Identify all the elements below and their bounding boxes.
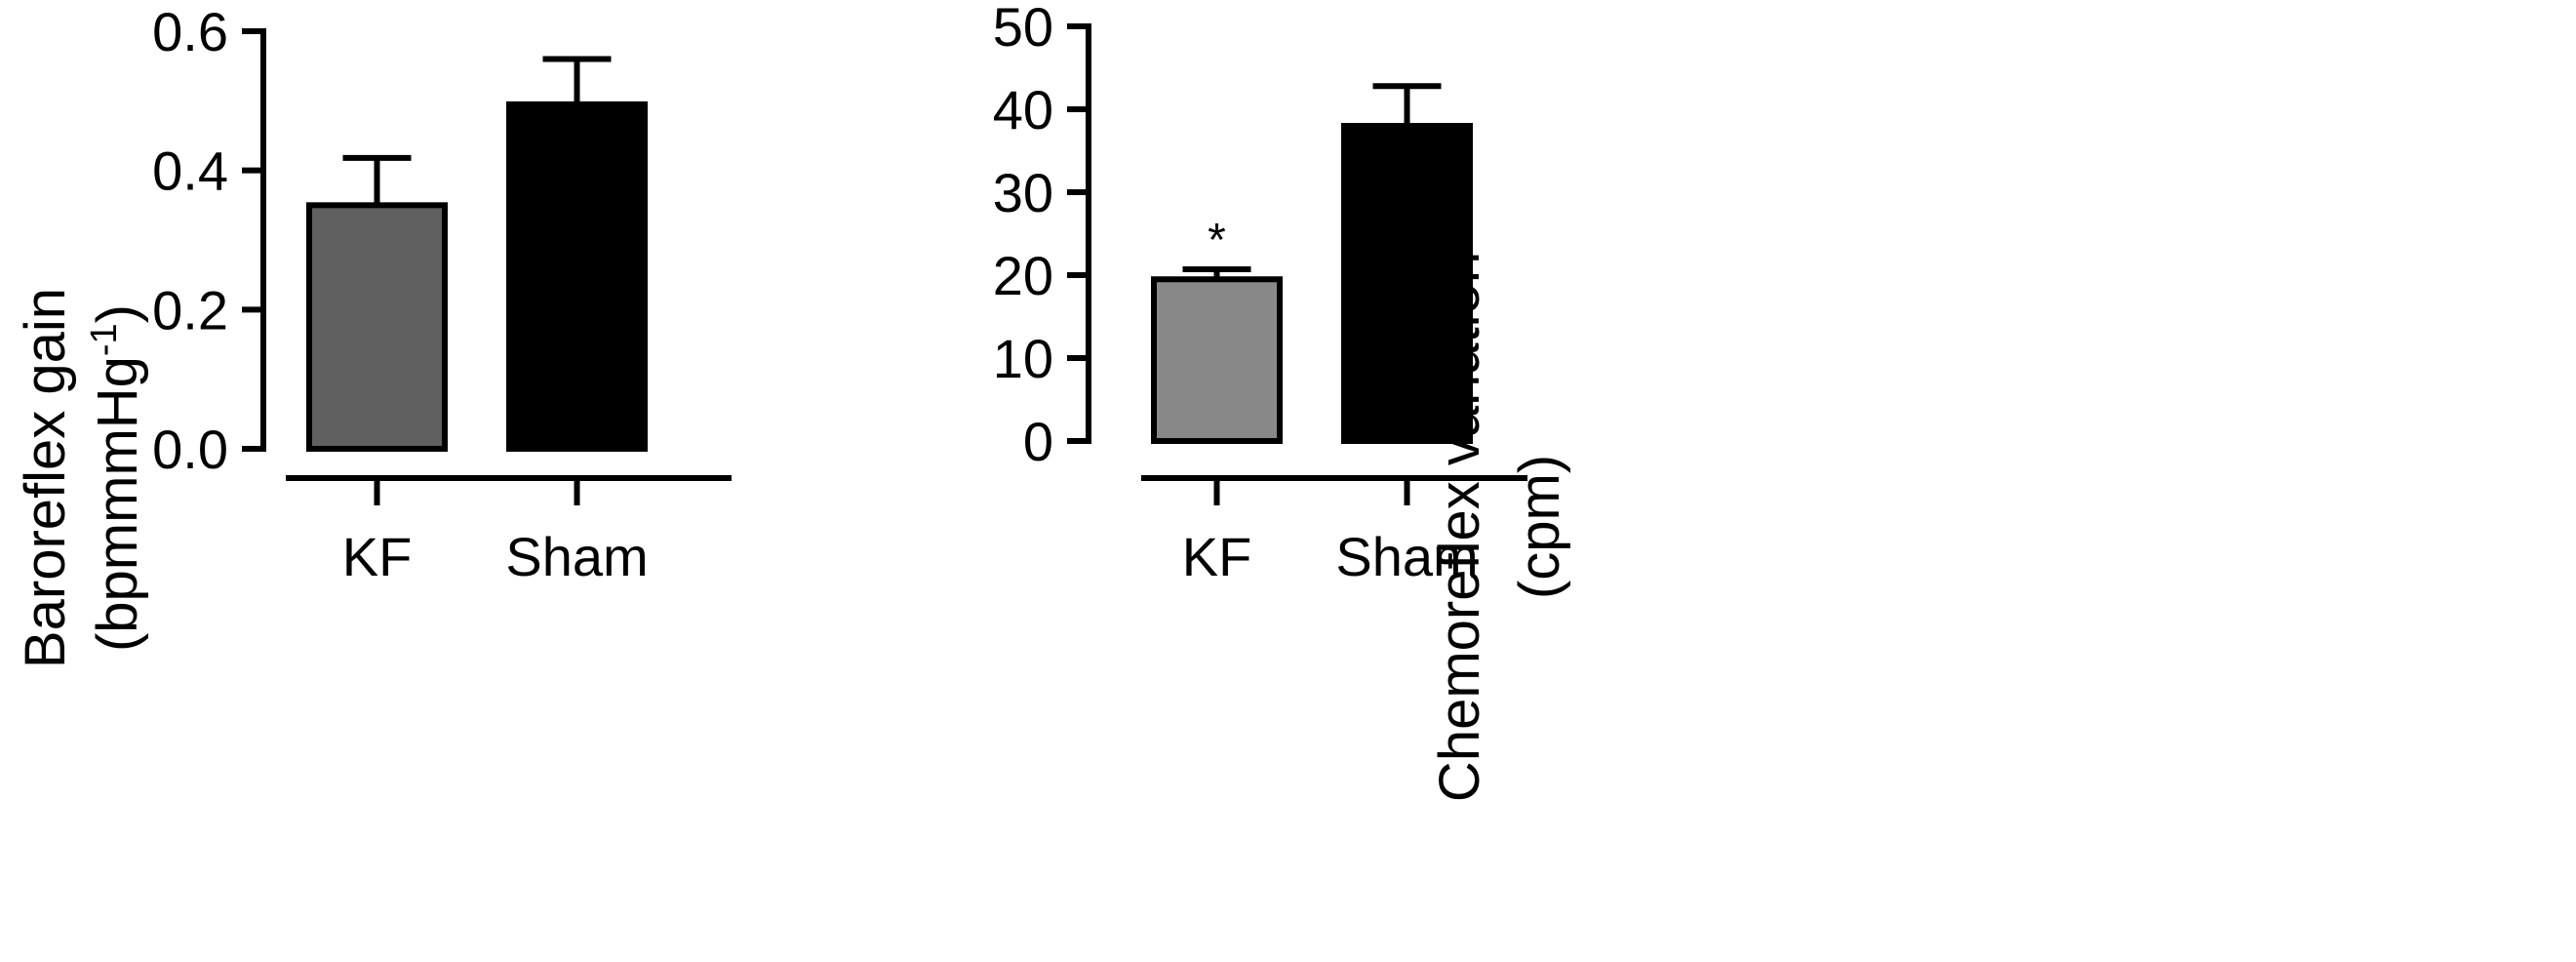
y-tick-label: 0.6	[152, 1, 228, 62]
y-tick-label: 50	[993, 0, 1053, 58]
y-axis-title-superscript: -1	[84, 323, 125, 356]
y-axis-title-line2: (bpmmmHg	[86, 356, 149, 652]
x-axis: KF Sham	[1141, 475, 1527, 587]
svg-text:Baroreflex gain: Baroreflex gain	[14, 288, 77, 668]
bar-sham	[506, 100, 648, 453]
y-tick-label: 0	[1023, 411, 1053, 472]
chemoreflex-chart: Chemoreflex variation (cpm) 01020304050 …	[993, 0, 1571, 802]
y-axis: 0.0 0.2 0.4 0.6	[152, 1, 266, 480]
y-tick-label: 0.0	[152, 419, 228, 480]
y-tick-label: 20	[993, 245, 1053, 306]
y-axis: 0 10 20 30 40 50	[993, 0, 1091, 472]
bars	[306, 56, 648, 453]
svg-text:(bpmmmHg-1): (bpmmmHg-1)	[84, 304, 149, 652]
x-tick-label: KF	[1182, 526, 1252, 587]
y-tick-label: 0.4	[152, 140, 228, 202]
significance-marker: *	[1208, 215, 1226, 266]
y-tick-label: 40	[993, 79, 1053, 140]
x-tick-label: Sham	[505, 526, 648, 587]
x-axis: KF Sham	[286, 475, 732, 587]
y-tick-label: 10	[993, 328, 1053, 389]
y-axis-title: Baroreflex gain (bpmmmHg-1)	[14, 288, 149, 668]
bar-kf	[1151, 276, 1283, 444]
bar-sham	[1341, 123, 1473, 444]
y-axis-title-line1: Baroreflex gain	[14, 288, 77, 668]
y-tick-label: 0.2	[152, 279, 228, 341]
y-axis-title-close: )	[86, 304, 149, 323]
x-tick-label: KF	[342, 526, 413, 587]
y-tick-label: 30	[993, 162, 1053, 223]
baroreflex-chart: Baroreflex gain (bpmmmHg-1) 0.0 0.2 0.4 0.6…	[14, 1, 732, 668]
bar-kf	[306, 202, 448, 452]
bars: *	[1151, 83, 1473, 444]
x-tick-label: Sham	[1335, 526, 1478, 587]
